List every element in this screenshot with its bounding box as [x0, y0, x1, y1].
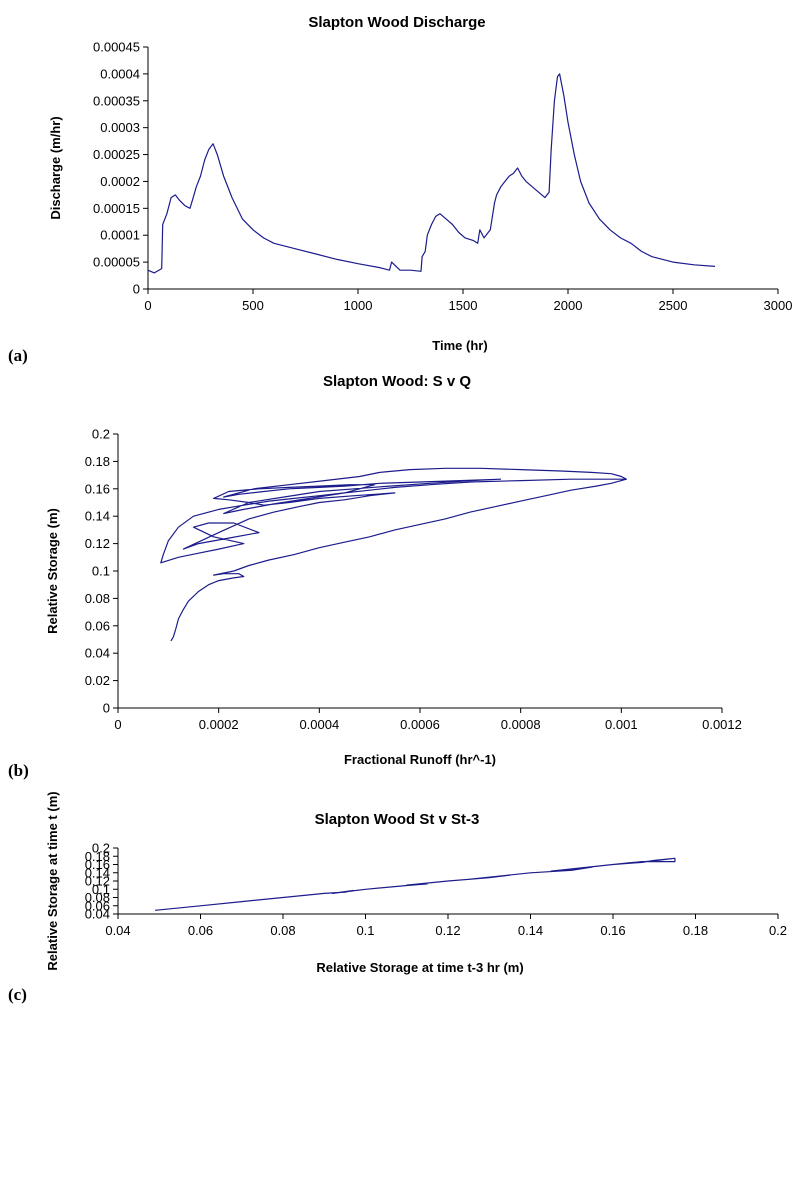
series-line-1: [160, 467, 628, 642]
y-tick-label: 0.14: [85, 509, 110, 524]
y-tick-label: 0.0002: [100, 174, 140, 189]
y-axis-label: Discharge (m/hr): [48, 116, 63, 219]
y-tick-label: 0.16: [85, 857, 110, 872]
panel-label: (b): [8, 761, 29, 780]
y-tick-label: 0.06: [85, 618, 110, 633]
x-tick-label: 0.0006: [400, 717, 440, 732]
y-tick-label: 0.1: [92, 882, 110, 897]
y-tick-label: 0.02: [85, 673, 110, 688]
x-tick-label: 0.1: [356, 923, 374, 938]
panel-label: (c): [8, 985, 27, 1004]
x-tick-label: 0.0002: [199, 717, 239, 732]
x-tick-label: 3000: [764, 298, 793, 313]
x-tick-label: 0: [114, 717, 121, 732]
y-axis-label: Relative Storage (m): [45, 508, 60, 634]
y-tick-label: 0.14: [85, 865, 110, 880]
y-tick-label: 0.18: [85, 454, 110, 469]
y-tick-label: 0.08: [85, 890, 110, 905]
x-tick-label: 0.0012: [702, 717, 742, 732]
y-tick-label: 0: [103, 701, 110, 716]
x-tick-label: 0.16: [600, 923, 625, 938]
y-tick-label: 0.2: [92, 841, 110, 856]
x-tick-label: 1500: [449, 298, 478, 313]
y-tick-label: 0.0004: [100, 66, 140, 81]
x-tick-label: 0.08: [270, 923, 295, 938]
x-tick-label: 0.0008: [501, 717, 541, 732]
y-tick-label: 0.1: [92, 564, 110, 579]
x-tick-label: 0.04: [105, 923, 130, 938]
x-tick-label: 2500: [659, 298, 688, 313]
chart-title: Slapton Wood St v St-3: [315, 811, 480, 828]
x-tick-label: 0.14: [518, 923, 543, 938]
y-tick-label: 0.00025: [93, 147, 140, 162]
x-tick-label: 500: [242, 298, 264, 313]
x-tick-label: 1000: [344, 298, 373, 313]
series-line-1: [155, 857, 676, 911]
y-tick-label: 0.00035: [93, 93, 140, 108]
series-line-1: [147, 73, 716, 274]
chart-panel-1: 0 0.00005 0.0001 0.00015 0.0002 0.00025 0.0003…: [8, 14, 792, 365]
y-tick-label: 0.2: [92, 427, 110, 442]
chart-title: Slapton Wood: S v Q: [323, 373, 471, 390]
y-tick-label: 0.0003: [100, 120, 140, 135]
x-tick-label: 2000: [554, 298, 583, 313]
panel-label: (a): [8, 346, 28, 365]
x-tick-label: 0.001: [605, 717, 638, 732]
x-axis-label: Fractional Runoff (hr^-1): [344, 752, 496, 767]
y-tick-label: 0.16: [85, 481, 110, 496]
x-tick-label: 0.2: [769, 923, 787, 938]
y-axis-label: Relative Storage at time t (m): [45, 791, 60, 970]
y-tick-label: 0.04: [85, 907, 110, 922]
y-tick-label: 0.00015: [93, 201, 140, 216]
y-tick-label: 0.06: [85, 898, 110, 913]
x-tick-label: 0.18: [683, 923, 708, 938]
x-axis-label: Time (hr): [432, 338, 487, 353]
x-axis-label: Relative Storage at time t-3 hr (m): [316, 960, 523, 975]
y-tick-label: 0: [133, 282, 140, 297]
y-tick-label: 0.0001: [100, 228, 140, 243]
y-tick-label: 0.12: [85, 536, 110, 551]
x-tick-label: 0: [144, 298, 151, 313]
x-tick-label: 0.06: [188, 923, 213, 938]
y-tick-label: 0.08: [85, 591, 110, 606]
y-tick-label: 0.12: [85, 874, 110, 889]
y-tick-label: 0.00005: [93, 255, 140, 270]
y-tick-label: 0.04: [85, 646, 110, 661]
x-tick-label: 0.12: [435, 923, 460, 938]
y-tick-label: 0.00045: [93, 40, 140, 55]
x-tick-label: 0.0004: [299, 717, 339, 732]
y-tick-label: 0.18: [85, 849, 110, 864]
chart-panel-3: 0.040.060.080.10.120.140.160.180.20.04 0.…: [8, 791, 787, 1004]
chart-title: Slapton Wood Discharge: [308, 14, 485, 31]
chart-panel-2: 0 0.02 0.04 0.06 0.08 0.1 0.12 0.14 0.16 0.18 0.2 0…: [8, 373, 742, 780]
